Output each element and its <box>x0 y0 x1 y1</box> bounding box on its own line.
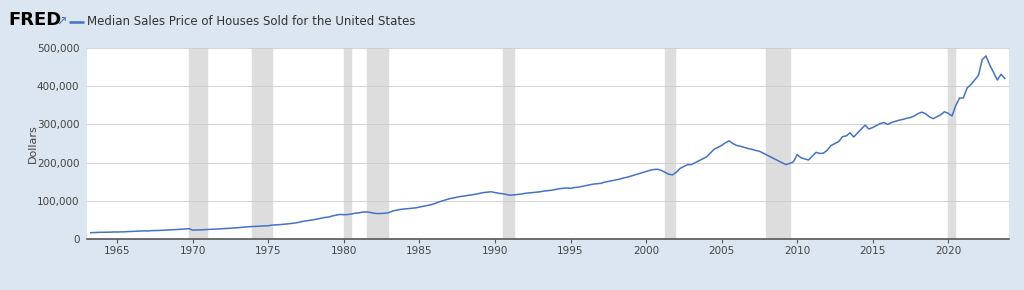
Bar <box>367 48 388 239</box>
Y-axis label: Dollars: Dollars <box>28 124 38 163</box>
Text: FRED: FRED <box>8 11 61 29</box>
Bar <box>665 48 675 239</box>
Bar <box>948 48 954 239</box>
Text: Median Sales Price of Houses Sold for the United States: Median Sales Price of Houses Sold for th… <box>87 15 416 28</box>
Bar <box>344 48 351 239</box>
Bar <box>503 48 514 239</box>
Text: ↗: ↗ <box>56 15 67 28</box>
Bar <box>252 48 272 239</box>
Bar <box>766 48 790 239</box>
Bar <box>189 48 207 239</box>
